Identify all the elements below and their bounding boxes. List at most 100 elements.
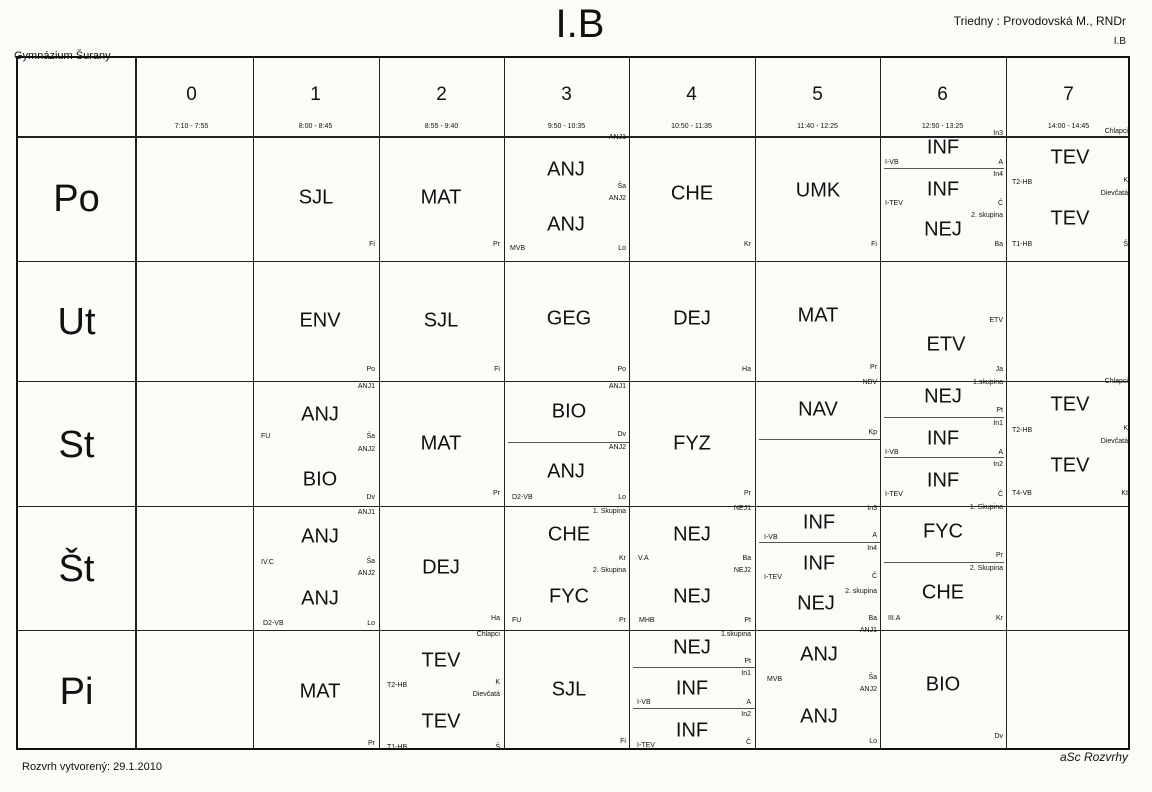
lesson-teacher: Fi bbox=[871, 241, 877, 248]
grid-line bbox=[755, 58, 756, 748]
grid-line bbox=[880, 58, 881, 748]
lesson-teacher: Ha bbox=[742, 366, 751, 373]
lesson-teacher: Ša bbox=[868, 674, 877, 681]
lesson-room: T1-HB bbox=[1012, 241, 1033, 248]
lesson-teacher: Fi bbox=[494, 366, 500, 373]
day-label: Št bbox=[58, 548, 95, 590]
lesson-subject: ANJ bbox=[301, 587, 339, 610]
lesson-subject: NEJ bbox=[673, 636, 711, 659]
lesson-teacher: A bbox=[998, 159, 1003, 166]
lesson-room: I-TEV bbox=[885, 491, 903, 498]
lesson-subject: SJL bbox=[423, 309, 459, 332]
grid-line bbox=[379, 58, 380, 748]
lesson-teacher: Pr bbox=[493, 490, 500, 497]
class-code: I.B bbox=[1113, 36, 1126, 47]
lesson-group: 1.skupina bbox=[721, 631, 751, 638]
period-number: 4 bbox=[686, 84, 697, 105]
lesson-subject: NEJ bbox=[797, 592, 835, 615]
lesson-room: MHB bbox=[639, 617, 655, 624]
lesson-teacher: Fi bbox=[369, 241, 375, 248]
lesson-room: I-VB bbox=[885, 449, 899, 456]
lesson-room: T4-VB bbox=[1012, 490, 1032, 497]
lesson-room: T2-HB bbox=[387, 682, 408, 689]
lesson-room: FU bbox=[261, 433, 271, 440]
lesson-teacher: Pr bbox=[870, 364, 877, 371]
lesson-subject: TEV bbox=[421, 649, 461, 672]
lesson-room: FU bbox=[512, 617, 522, 624]
period-number: 6 bbox=[937, 84, 948, 105]
lesson-teacher: Č bbox=[997, 491, 1003, 498]
lesson-teacher: Po bbox=[366, 366, 375, 373]
lesson-group: Chlapci bbox=[476, 631, 500, 638]
lesson-group: Dievčatá bbox=[1100, 190, 1128, 197]
lesson-subject: BIO bbox=[302, 468, 338, 491]
grid-line bbox=[18, 506, 1128, 507]
subgroup-divider bbox=[633, 708, 755, 709]
subgroup-divider bbox=[884, 562, 1004, 563]
subgroup-divider bbox=[508, 442, 629, 443]
lesson-group: NEJ2 bbox=[733, 567, 751, 574]
lesson-subject: INF bbox=[802, 511, 836, 534]
grid-line bbox=[504, 58, 505, 748]
lesson-teacher: Pt bbox=[744, 658, 751, 665]
lesson-group: ANJ2 bbox=[357, 446, 375, 453]
lesson-subject: INF bbox=[675, 719, 709, 742]
lesson-room: ETV bbox=[989, 317, 1003, 324]
lesson-room: V.A bbox=[638, 555, 649, 562]
grid-line bbox=[135, 58, 137, 748]
lesson-teacher: Dv bbox=[994, 733, 1003, 740]
lesson-group: In3 bbox=[867, 505, 877, 512]
lesson-subject: TEV bbox=[1050, 454, 1090, 477]
lesson-subject: BIO bbox=[925, 673, 961, 696]
lesson-subject: ANJ bbox=[800, 705, 838, 728]
grid-line bbox=[1006, 58, 1007, 748]
lesson-teacher: Ša bbox=[366, 433, 375, 440]
timetable-grid: 0 7:10 - 7:55 1 8:00 - 8:45 2 8:55 - 9:4… bbox=[16, 56, 1130, 751]
lesson-group: ANJ1 bbox=[859, 627, 877, 634]
lesson-teacher: Kr bbox=[996, 615, 1003, 622]
lesson-room: D2-VB bbox=[263, 620, 284, 627]
lesson-subject: NAV bbox=[798, 398, 838, 421]
lesson-subject: BIO bbox=[551, 400, 587, 423]
lesson-teacher: Ba bbox=[742, 555, 751, 562]
page-title: I.B bbox=[555, 2, 605, 46]
lesson-teacher: Č bbox=[871, 573, 877, 580]
lesson-teacher: Pr bbox=[368, 740, 375, 747]
lesson-teacher: Dv bbox=[617, 431, 626, 438]
lesson-teacher: Kr bbox=[744, 241, 751, 248]
lesson-group: Chlapci bbox=[1104, 378, 1128, 385]
subgroup-divider bbox=[633, 667, 755, 668]
subgroup-divider bbox=[759, 542, 880, 543]
lesson-teacher: Pr bbox=[619, 617, 626, 624]
period-number: 5 bbox=[812, 84, 823, 105]
lesson-group: ANJ2 bbox=[859, 686, 877, 693]
brand-label: aSc Rozvrhy bbox=[1059, 750, 1128, 764]
lesson-group: 2. Skupina bbox=[969, 565, 1003, 572]
day-label: Po bbox=[53, 178, 100, 220]
subgroup-divider bbox=[884, 168, 1004, 169]
lesson-subject: INF bbox=[926, 136, 960, 159]
lesson-subject: ETV bbox=[926, 333, 966, 356]
lesson-group: In3 bbox=[993, 130, 1003, 137]
lesson-teacher: Pr bbox=[493, 241, 500, 248]
lesson-subject: CHE bbox=[670, 182, 714, 205]
lesson-teacher: Lo bbox=[367, 620, 375, 627]
lesson-subject: INF bbox=[802, 552, 836, 575]
lesson-room: T1-HB bbox=[387, 744, 408, 751]
lesson-subject: FYZ bbox=[673, 432, 711, 455]
subgroup-divider bbox=[884, 457, 1004, 458]
lesson-group: 1. Skupina bbox=[969, 504, 1003, 511]
lesson-group: ANJ1 bbox=[608, 134, 626, 141]
lesson-subject: DEJ bbox=[422, 556, 460, 579]
lesson-group: ANJ1 bbox=[608, 383, 626, 390]
lesson-subject: ANJ bbox=[547, 460, 585, 483]
subgroup-divider bbox=[884, 417, 1004, 418]
lesson-subject: NEJ bbox=[673, 585, 711, 608]
lesson-teacher: Kt bbox=[1121, 490, 1128, 497]
period-time: 7:10 - 7:55 bbox=[174, 123, 209, 130]
lesson-subject: NEJ bbox=[924, 385, 962, 408]
period-number: 1 bbox=[310, 84, 321, 105]
lesson-group: Dievčatá bbox=[1100, 438, 1128, 445]
lesson-group: NEJ1 bbox=[733, 505, 751, 512]
lesson-subject: DEJ bbox=[673, 307, 711, 330]
